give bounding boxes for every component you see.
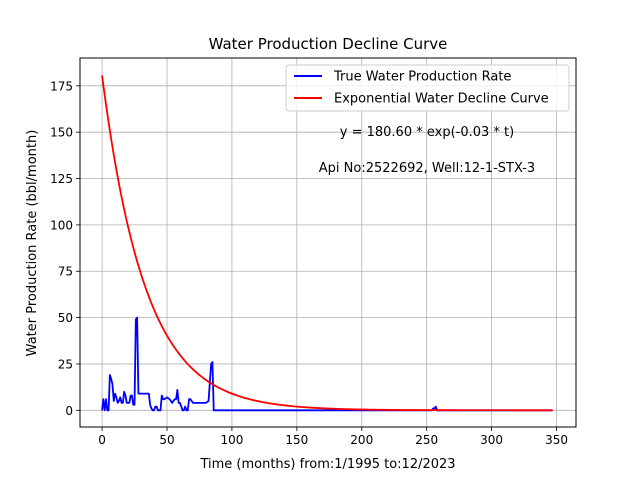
- plot-area-frame: [79, 57, 577, 428]
- y-tick-label: 50: [58, 311, 73, 325]
- y-axis-ticks: 0 25 50 75 100 125 150 175: [50, 79, 80, 418]
- y-tick-label: 150: [50, 126, 73, 140]
- legend-label-decline-curve: Exponential Water Decline Curve: [334, 92, 549, 107]
- well-annotation: Api No:2522692, Well:12-1-STX-3: [319, 161, 535, 176]
- x-tick-label: 250: [415, 433, 438, 447]
- y-tick-label: 25: [58, 357, 73, 371]
- y-tick-label: 100: [50, 218, 73, 232]
- true-rate-line: [101, 316, 553, 412]
- x-axis-label: Time (months) from:1/1995 to:12/2023: [199, 457, 455, 472]
- series-layer: [101, 75, 553, 412]
- y-tick-label: 75: [58, 265, 73, 279]
- legend-label-true-rate: True Water Production Rate: [333, 70, 511, 85]
- legend: True Water Production Rate Exponential W…: [285, 64, 570, 112]
- chart-title: Water Production Decline Curve: [209, 35, 448, 53]
- x-tick-label: 350: [545, 433, 568, 447]
- x-tick-label: 50: [159, 433, 174, 447]
- x-tick-label: 150: [285, 433, 308, 447]
- x-tick-label: 300: [480, 433, 503, 447]
- y-tick-label: 175: [50, 79, 73, 93]
- y-tick-label: 125: [50, 172, 73, 186]
- y-tick-label: 0: [65, 404, 73, 418]
- x-axis-ticks: 0 50 100 150 200 250 300 350: [98, 427, 568, 447]
- equation-annotation: y = 180.60 * exp(-0.03 * t): [340, 125, 514, 140]
- y-axis-label: Water Production Rate (bbl/month): [25, 130, 40, 357]
- decline-curve-line: [101, 75, 553, 412]
- x-tick-label: 200: [350, 433, 373, 447]
- grid-lines: [80, 58, 576, 427]
- x-tick-label: 100: [220, 433, 243, 447]
- legend-box: [285, 64, 570, 112]
- x-tick-label: 0: [98, 433, 106, 447]
